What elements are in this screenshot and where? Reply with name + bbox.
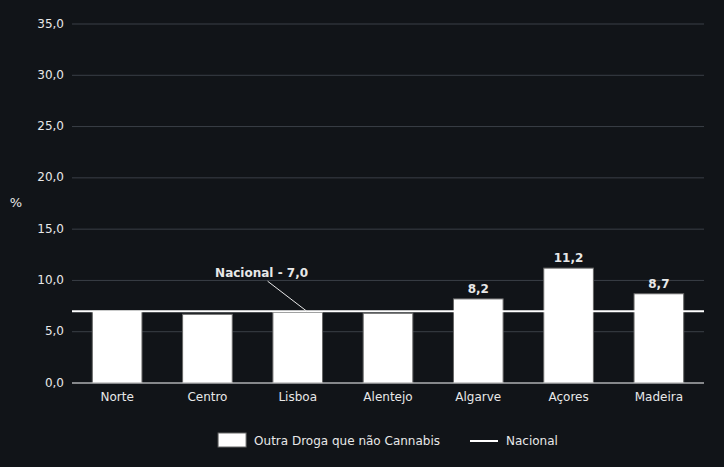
legend-swatch: [218, 433, 246, 447]
y-axis: 0,0 5,0 10,0 15,0 20,0 25,0 30,0 35,0: [37, 17, 704, 390]
bars: [92, 268, 683, 383]
y-tick-label: 25,0: [37, 119, 64, 133]
bar: [544, 268, 594, 383]
annotation: Nacional - 7,0: [215, 266, 308, 280]
x-tick-label: Centro: [187, 390, 227, 404]
background: [0, 0, 724, 467]
legend-label: Outra Droga que não Cannabis: [254, 434, 440, 448]
grid-line: [72, 383, 704, 384]
grid-line: [72, 177, 704, 178]
y-tick-label: 15,0: [37, 222, 64, 236]
bar: [363, 313, 413, 383]
bar: [183, 314, 233, 383]
y-tick-label: 10,0: [37, 273, 64, 287]
grid-line: [72, 126, 704, 127]
legend-swatch: [470, 440, 498, 442]
x-tick-label: Algarve: [455, 390, 501, 404]
bar: [92, 311, 142, 383]
x-tick-label: Alentejo: [363, 390, 412, 404]
grid-line: [72, 229, 704, 230]
legend-label: Nacional: [506, 434, 558, 448]
x-tick-label: Norte: [100, 390, 133, 404]
bar: [634, 294, 684, 383]
y-axis-label: %: [10, 195, 22, 210]
y-tick-label: 30,0: [37, 68, 64, 82]
y-tick-label: 20,0: [37, 170, 64, 184]
bar: [273, 312, 323, 383]
y-tick-label: 5,0: [45, 324, 64, 338]
x-tick-label: Açores: [548, 390, 588, 404]
grid-line: [72, 75, 704, 76]
data-label: 8,2: [468, 282, 489, 296]
chart: 0,0 5,0 10,0 15,0 20,0 25,0 30,0 35,0% Norte Cent…: [0, 0, 724, 467]
x-axis-line: [72, 383, 704, 384]
annotation-connector: [268, 281, 307, 311]
data-label: 8,7: [648, 277, 669, 291]
grid-line: [72, 24, 704, 25]
y-tick-label: 35,0: [37, 17, 64, 31]
reference-line: [72, 310, 704, 312]
x-tick-label: Madeira: [635, 390, 683, 404]
data-label: 11,2: [554, 251, 584, 265]
grid-line: [72, 280, 704, 281]
legend: Outra Droga que não Cannabis Nacional: [218, 433, 558, 448]
x-tick-label: Lisboa: [278, 390, 317, 404]
y-tick-label: 0,0: [45, 376, 64, 390]
